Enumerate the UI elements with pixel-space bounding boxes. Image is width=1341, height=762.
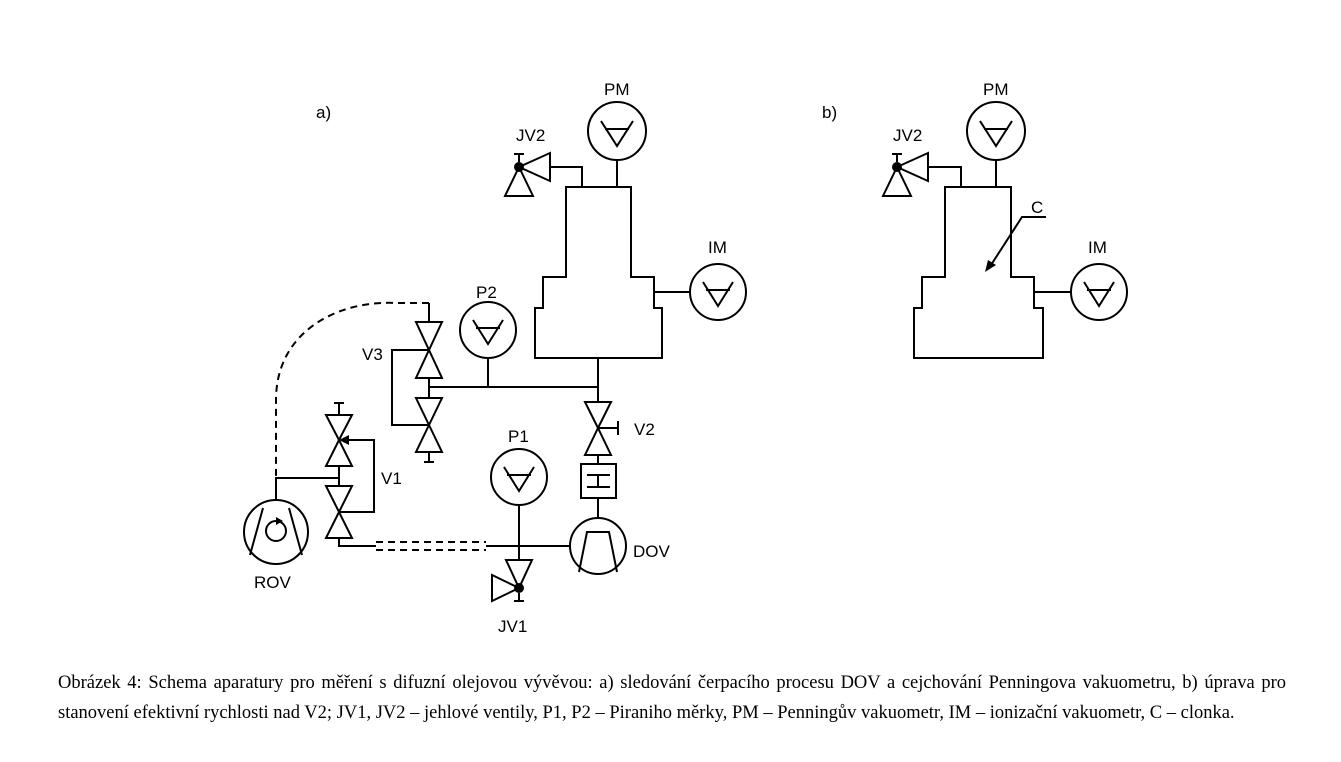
forevacuum-line	[338, 538, 376, 547]
jv2-line	[550, 166, 583, 188]
b-orifice-arrow-icon	[985, 260, 996, 272]
v1-arrow-icon	[339, 435, 349, 445]
b-im-gauge	[1070, 263, 1128, 321]
b-c-label: C	[1031, 198, 1043, 217]
chamber-inner-ledges	[542, 270, 655, 308]
v3-handle	[391, 349, 429, 426]
jv2-label: JV2	[516, 126, 545, 145]
dashed-hose	[275, 301, 429, 478]
im-gauge	[689, 263, 747, 321]
jv2-needle-valve	[503, 151, 551, 197]
im-label: IM	[708, 238, 727, 257]
p1-label: P1	[508, 427, 529, 446]
p1-gauge	[490, 448, 548, 506]
figure-caption: Obrázek 4: Schema aparatury pro měření s…	[58, 673, 1286, 723]
rov-connection	[275, 477, 339, 500]
dashed-forevacuum-hose	[376, 541, 486, 551]
dov-label: DOV	[633, 542, 671, 561]
b-chamber-ledges	[921, 302, 1035, 308]
apparatus-schematic: a) PM JV2 IM	[243, 80, 1128, 636]
b-orifice-pointer	[990, 216, 1046, 266]
panel-b: b) C PM JV2 IM	[822, 80, 1128, 359]
b-pm-label: PM	[983, 80, 1009, 99]
v3-label: V3	[362, 345, 383, 364]
v1-handle	[339, 439, 375, 513]
b-jv2-needle-valve	[881, 151, 929, 197]
v3-bottom-stub	[424, 452, 434, 463]
v1-top-stub	[334, 402, 344, 415]
rov-pump	[243, 499, 309, 565]
b-orifice	[970, 273, 984, 281]
v1-valve-lower	[324, 485, 354, 539]
b-jv2-line	[928, 166, 962, 188]
b-vacuum-chamber	[913, 186, 1044, 359]
panel-a-label: a)	[316, 103, 331, 122]
dov-pump	[569, 517, 627, 575]
v1-label: V1	[381, 469, 402, 488]
p2-label: P2	[476, 283, 497, 302]
panel-a: a) PM JV2 IM	[243, 80, 747, 636]
pm-gauge	[587, 101, 647, 161]
v3-valve-lower	[414, 397, 444, 453]
panel-b-label: b)	[822, 103, 837, 122]
baffle-trap	[580, 463, 617, 499]
b-jv2-label: JV2	[893, 126, 922, 145]
b-pm-gauge	[966, 101, 1026, 161]
jv1-label: JV1	[498, 617, 527, 636]
pm-label: PM	[604, 80, 630, 99]
v2-valve	[583, 401, 619, 456]
p2-gauge	[459, 301, 517, 359]
rov-rotation-arrow-icon	[276, 517, 283, 525]
vacuum-chamber	[534, 186, 663, 359]
v2-label: V2	[634, 420, 655, 439]
jv1-needle-valve	[491, 559, 534, 603]
b-im-label: IM	[1088, 238, 1107, 257]
rov-label: ROV	[254, 573, 292, 592]
